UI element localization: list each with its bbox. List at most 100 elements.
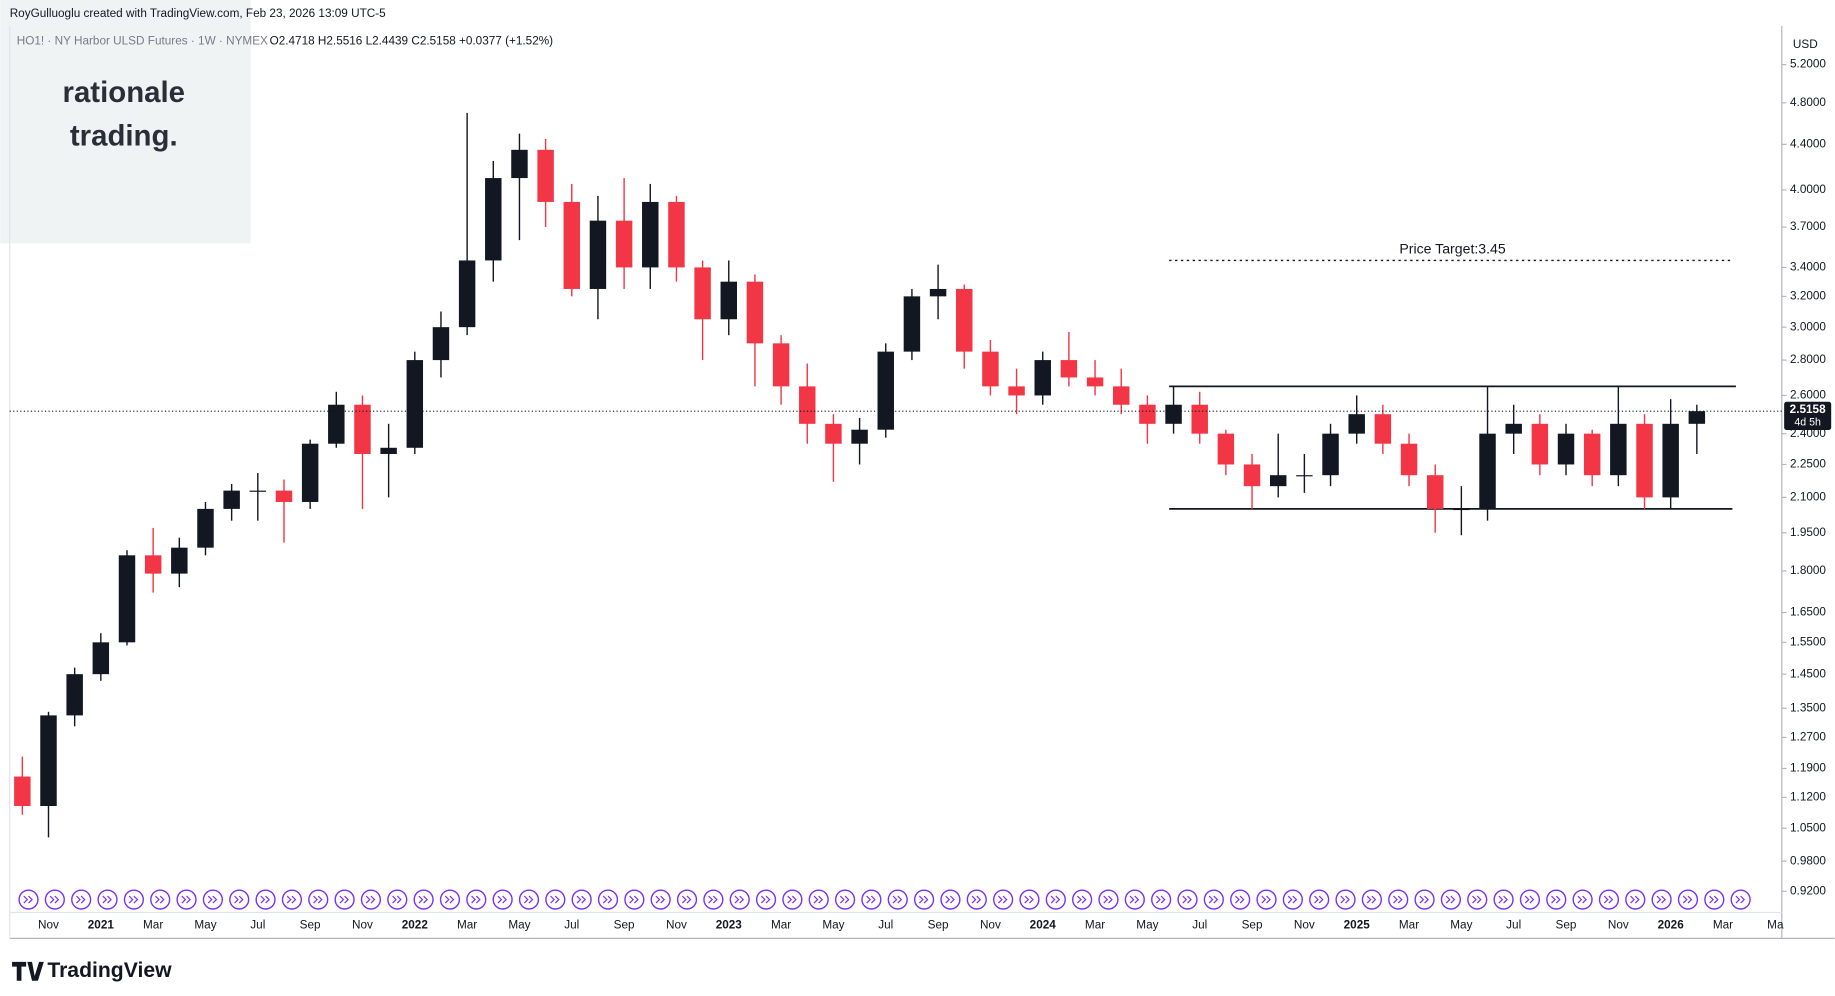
event-icon-glyph <box>1498 895 1508 904</box>
event-icon[interactable] <box>360 889 382 910</box>
event-icon-glyph <box>1445 895 1456 904</box>
event-icon[interactable] <box>1598 889 1620 910</box>
event-icon[interactable] <box>18 889 39 910</box>
event-icon[interactable] <box>1440 889 1462 910</box>
x-tick-label: Mar <box>143 919 163 932</box>
y-tick-label: 2.6000 <box>1790 389 1826 402</box>
event-icon[interactable] <box>1203 889 1224 910</box>
event-icon[interactable] <box>150 889 171 910</box>
candle-body <box>1662 423 1679 498</box>
event-icon[interactable] <box>1151 889 1172 910</box>
event-icon[interactable] <box>44 889 65 910</box>
candle-body <box>14 776 31 807</box>
event-icon[interactable] <box>1282 889 1303 910</box>
event-icon[interactable] <box>255 889 276 910</box>
event-icon[interactable] <box>1519 889 1541 910</box>
event-icon[interactable] <box>571 889 592 910</box>
event-icon[interactable] <box>1730 889 1751 910</box>
event-icon[interactable] <box>1677 889 1699 910</box>
event-icon[interactable] <box>1098 889 1119 910</box>
event-icon[interactable] <box>808 889 829 910</box>
event-icon[interactable] <box>466 889 487 910</box>
event-icon-glyph <box>1077 895 1087 904</box>
event-icon[interactable] <box>1467 889 1488 910</box>
event-icon[interactable] <box>1256 889 1277 910</box>
event-icon[interactable] <box>492 889 513 910</box>
event-icon[interactable] <box>1625 889 1646 910</box>
event-icon[interactable] <box>887 889 908 910</box>
candle-body <box>589 220 607 289</box>
candle-body <box>668 201 685 268</box>
event-icon[interactable] <box>676 889 698 910</box>
candle-body <box>1583 433 1601 476</box>
candle-body <box>1296 475 1313 477</box>
event-icon[interactable] <box>1019 889 1040 910</box>
event-icon[interactable] <box>940 889 961 910</box>
event-icon[interactable] <box>334 889 355 910</box>
event-icon[interactable] <box>439 889 461 910</box>
event-icon[interactable] <box>1704 889 1725 910</box>
event-icon[interactable] <box>755 889 777 910</box>
event-icon[interactable] <box>1388 889 1409 910</box>
event-icon-glyph <box>1287 895 1298 904</box>
event-icon[interactable] <box>176 889 197 910</box>
candle-body <box>1426 475 1444 509</box>
event-icon-glyph <box>1709 895 1719 904</box>
candle-body <box>458 260 476 328</box>
event-icon[interactable] <box>624 889 645 910</box>
event-icon[interactable] <box>1309 889 1330 910</box>
candle-body <box>1505 423 1522 434</box>
event-icon[interactable] <box>308 889 329 910</box>
y-tick-label: 1.4500 <box>1790 667 1826 680</box>
event-icon[interactable] <box>1124 889 1145 910</box>
event-icon[interactable] <box>1546 889 1567 910</box>
event-icon[interactable] <box>1177 889 1198 910</box>
event-icon[interactable] <box>861 889 882 910</box>
event-icon[interactable] <box>1361 889 1382 910</box>
candle-body <box>1400 443 1418 476</box>
candle-body <box>301 443 319 502</box>
event-icon[interactable] <box>1072 889 1093 910</box>
event-icon[interactable] <box>1335 889 1356 910</box>
event-icon-glyph <box>655 895 666 904</box>
event-icon[interactable] <box>913 889 935 910</box>
event-icon[interactable] <box>97 889 118 910</box>
event-icon[interactable] <box>1572 889 1593 910</box>
event-icon[interactable] <box>782 889 803 910</box>
event-icon[interactable] <box>1493 889 1514 910</box>
event-icon-glyph <box>418 895 428 904</box>
x-tick-label: Jul <box>250 919 265 932</box>
event-icon-glyph <box>1208 895 1219 904</box>
event-icon[interactable] <box>834 889 856 910</box>
event-icon[interactable] <box>992 889 1014 910</box>
event-icon[interactable] <box>1045 889 1066 910</box>
x-tick-label: Mar <box>457 919 477 932</box>
x-tick-label: Jul <box>1192 919 1207 932</box>
event-icon[interactable] <box>1230 889 1251 910</box>
event-icon[interactable] <box>729 889 750 910</box>
event-icon[interactable] <box>545 889 566 910</box>
event-icon[interactable] <box>1414 889 1435 910</box>
event-icon[interactable] <box>71 889 92 910</box>
event-icon[interactable] <box>650 889 671 910</box>
event-icon[interactable] <box>387 889 408 910</box>
event-icon[interactable] <box>966 889 987 910</box>
event-icon-glyph <box>1156 895 1166 904</box>
event-icon[interactable] <box>123 889 144 910</box>
event-icon-glyph <box>365 895 376 904</box>
candle-body <box>982 351 999 387</box>
event-icon[interactable] <box>413 889 434 910</box>
event-icon[interactable] <box>703 889 724 910</box>
candle-body <box>249 490 267 492</box>
event-icon[interactable] <box>597 889 619 910</box>
event-icon[interactable] <box>202 889 224 910</box>
event-icon[interactable] <box>518 889 540 910</box>
last-price-box <box>1784 401 1832 430</box>
event-icon[interactable] <box>281 889 303 910</box>
event-icon-glyph <box>339 895 349 904</box>
event-icon[interactable] <box>1651 889 1672 910</box>
candle-body <box>1348 414 1365 434</box>
event-icon[interactable] <box>229 889 250 910</box>
candle-body <box>328 404 345 444</box>
event-icon-glyph <box>1603 895 1614 904</box>
